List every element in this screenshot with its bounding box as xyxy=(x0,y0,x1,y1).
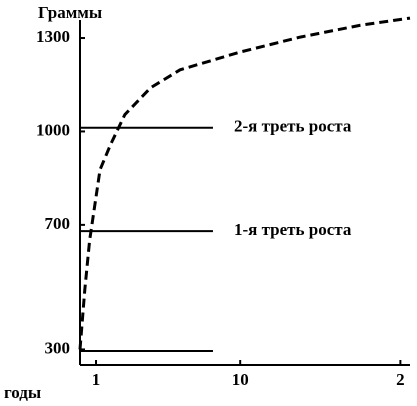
y-tick-label: 300 xyxy=(45,338,71,357)
reference-label: 1-я треть роста xyxy=(234,220,352,239)
y-axis-title: Граммы xyxy=(38,3,102,22)
x-tick-label: 10 xyxy=(232,370,249,389)
data-line xyxy=(78,16,411,350)
y-tick-label: 1000 xyxy=(36,120,70,139)
y-tick-label: 1300 xyxy=(36,27,70,46)
x-tick-label: 2 xyxy=(396,370,405,389)
reference-label: 2-я треть роста xyxy=(234,117,352,136)
y-tick-label: 700 xyxy=(45,214,71,233)
x-tick-label: 1 xyxy=(92,370,101,389)
x-axis-title: годы xyxy=(4,383,41,402)
